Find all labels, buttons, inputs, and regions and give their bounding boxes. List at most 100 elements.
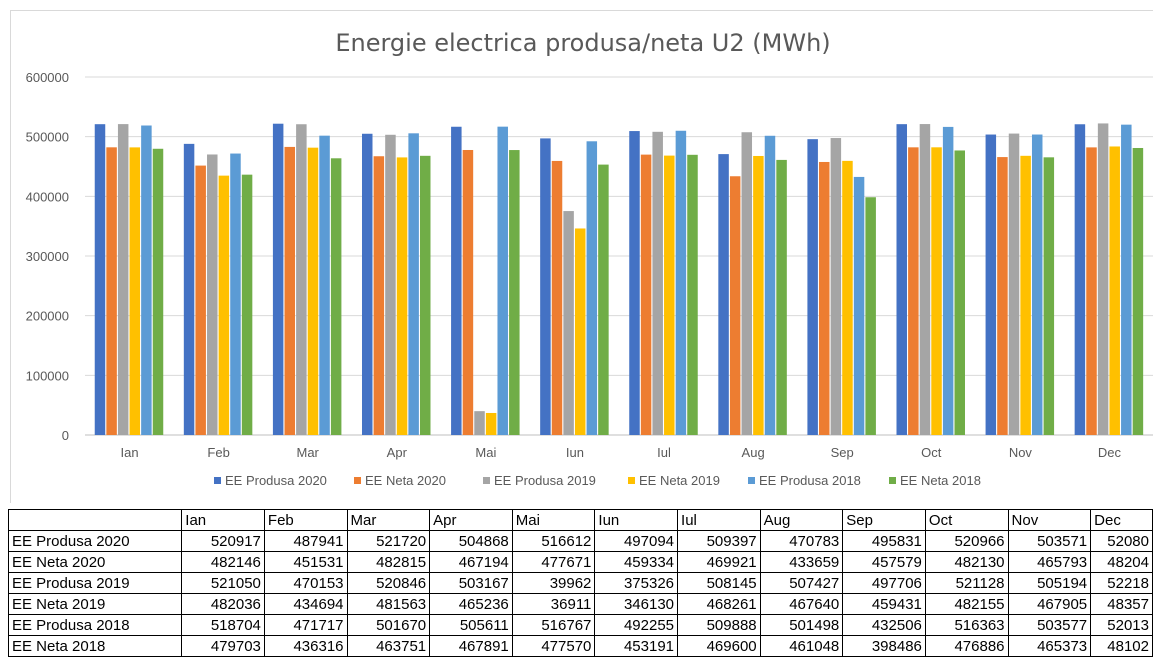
table-cell: 467194 bbox=[429, 551, 513, 573]
legend-swatch bbox=[214, 477, 221, 484]
table-header-cell: Feb bbox=[263, 509, 348, 531]
table-cell: 52080 bbox=[1090, 530, 1153, 552]
table-cell: 505194 bbox=[1007, 572, 1092, 594]
legend-label: EE Neta 2020 bbox=[365, 473, 446, 488]
table-cell: 465793 bbox=[1007, 551, 1092, 573]
bar bbox=[687, 154, 698, 435]
legend: EE Produsa 2020 EE Neta 2020 EE Produsa 20… bbox=[214, 473, 981, 488]
table-header-cell: Iul bbox=[677, 509, 761, 531]
table-cell: 469600 bbox=[677, 635, 761, 657]
table-cell: 467640 bbox=[759, 593, 844, 615]
bar bbox=[540, 138, 551, 435]
table-cell: 476886 bbox=[924, 635, 1009, 657]
bar bbox=[396, 157, 408, 435]
x-tick-label: Aug bbox=[742, 445, 765, 460]
table-row: EE Produsa 2019 521050 470153 520846 503167 3… bbox=[7, 572, 1153, 594]
bar bbox=[1109, 146, 1120, 435]
table-cell: 497094 bbox=[594, 530, 679, 552]
bar bbox=[919, 124, 931, 435]
legend-label: EE Produsa 2018 bbox=[759, 473, 861, 488]
bar bbox=[94, 124, 106, 435]
bar bbox=[1031, 134, 1043, 435]
table-cell: 520966 bbox=[924, 530, 1009, 552]
table-cell: 509397 bbox=[677, 530, 761, 552]
table-row: EE Produsa 2020 520917 487941 521720 504868 5… bbox=[7, 530, 1153, 552]
table-cell: 451531 bbox=[263, 551, 348, 573]
table-cell: 48102 bbox=[1090, 635, 1153, 657]
table-cell: 436316 bbox=[263, 635, 348, 657]
table-cell: 470783 bbox=[759, 530, 844, 552]
table-row: EE Neta 2019 482036 434694 481563 465236 3691… bbox=[7, 593, 1153, 615]
table-cell: 501670 bbox=[346, 614, 431, 636]
table-cell: 52013 bbox=[1090, 614, 1153, 636]
table-header-cell: Ian bbox=[181, 509, 265, 531]
table-header-cell: Aug bbox=[759, 509, 844, 531]
legend-swatch bbox=[483, 477, 490, 484]
y-tick-label: 500000 bbox=[26, 130, 69, 145]
bar bbox=[195, 165, 206, 436]
table-row-label: EE Neta 2018 bbox=[7, 635, 183, 657]
table-cell: 434694 bbox=[263, 593, 348, 615]
bar bbox=[1020, 155, 1031, 435]
table-cell: 375326 bbox=[594, 572, 679, 594]
table-cell: 501498 bbox=[759, 614, 844, 636]
bar bbox=[652, 131, 663, 435]
table-cell: 521720 bbox=[346, 530, 431, 552]
legend-swatch bbox=[889, 477, 896, 484]
x-tick-label: Mai bbox=[475, 445, 496, 460]
bar bbox=[117, 124, 129, 435]
bar bbox=[753, 155, 764, 435]
table-cell: 346130 bbox=[594, 593, 679, 615]
y-tick-label: 300000 bbox=[26, 249, 69, 264]
table-cell: 470153 bbox=[263, 572, 348, 594]
bar bbox=[741, 132, 753, 435]
bar bbox=[830, 138, 842, 435]
bar bbox=[807, 139, 818, 435]
bar bbox=[819, 161, 830, 436]
bar bbox=[675, 130, 687, 435]
bar bbox=[776, 159, 787, 435]
table-cell: 516612 bbox=[511, 530, 596, 552]
gridlines bbox=[85, 76, 1153, 436]
table-header-cell: Iun bbox=[594, 509, 679, 531]
table-cell: 479703 bbox=[181, 635, 265, 657]
table-cell: 465373 bbox=[1007, 635, 1092, 657]
table-cell: 48357 bbox=[1090, 593, 1153, 615]
table-header-cell: Mai bbox=[511, 509, 596, 531]
table-row: EE Neta 2018 479703 436316 463751 467891 4775… bbox=[7, 635, 1153, 657]
bar bbox=[1097, 123, 1109, 435]
bar bbox=[908, 147, 919, 435]
table-cell: 459431 bbox=[842, 593, 926, 615]
bar bbox=[942, 126, 954, 435]
y-tick-label: 600000 bbox=[26, 70, 69, 85]
table-cell: 521128 bbox=[924, 572, 1009, 594]
bar bbox=[207, 154, 218, 435]
bar bbox=[230, 153, 241, 436]
bar bbox=[106, 147, 117, 435]
table-header-cell: Sep bbox=[842, 509, 926, 531]
table-cell: 518704 bbox=[181, 614, 265, 636]
bar bbox=[997, 157, 1008, 435]
table-cell: 482036 bbox=[181, 593, 265, 615]
table-row-label: EE Produsa 2018 bbox=[7, 614, 183, 636]
legend-swatch bbox=[354, 477, 361, 484]
table-row: EE Neta 2020 482146 451531 482815 467194 4776… bbox=[7, 551, 1153, 573]
bar bbox=[764, 135, 776, 435]
bars bbox=[94, 123, 1144, 436]
table-cell: 482130 bbox=[924, 551, 1009, 573]
bar bbox=[330, 158, 342, 436]
table-cell: 497706 bbox=[842, 572, 926, 594]
x-tick-label: Dec bbox=[1098, 445, 1122, 460]
table-cell: 492255 bbox=[594, 614, 679, 636]
bar bbox=[373, 156, 385, 435]
table-cell: 503167 bbox=[429, 572, 513, 594]
data-table: Ian Feb Mar Apr Mai Iun Iul Aug Sep Oct Nov Dec EE … bbox=[7, 509, 1153, 657]
bar bbox=[729, 176, 741, 436]
bar-chart: Energie electrica produsa/neta U2 (MWh) … bbox=[26, 29, 1153, 488]
bar bbox=[509, 150, 520, 435]
table-cell: 463751 bbox=[346, 635, 431, 657]
legend-swatch bbox=[748, 477, 755, 484]
bar bbox=[598, 164, 609, 435]
bar bbox=[497, 126, 508, 435]
table-cell: 504868 bbox=[429, 530, 513, 552]
